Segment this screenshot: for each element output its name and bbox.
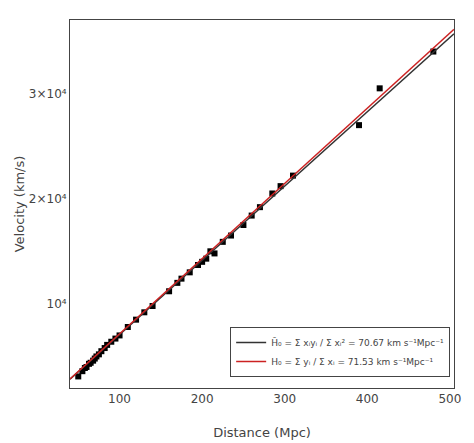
svg-text:3×10⁴: 3×10⁴ bbox=[29, 87, 67, 101]
svg-text:100: 100 bbox=[108, 392, 131, 406]
svg-text:400: 400 bbox=[356, 392, 379, 406]
svg-text:H̃₀ = Σ xᵢyᵢ / Σ xᵢ² = 70.67 k: H̃₀ = Σ xᵢyᵢ / Σ xᵢ² = 70.67 km s⁻¹Mpc⁻¹ bbox=[271, 337, 444, 348]
svg-text:300: 300 bbox=[273, 392, 296, 406]
svg-text:H₀ = Σ yᵢ / Σ xᵢ = 71.53 km s⁻: H₀ = Σ yᵢ / Σ xᵢ = 71.53 km s⁻¹Mpc⁻¹ bbox=[271, 357, 433, 367]
svg-text:500: 500 bbox=[438, 392, 461, 406]
svg-text:2×10⁴: 2×10⁴ bbox=[29, 192, 67, 206]
svg-text:10⁴: 10⁴ bbox=[47, 297, 67, 311]
svg-text:Distance (Mpc): Distance (Mpc) bbox=[213, 425, 311, 440]
svg-text:Velocity (km/s): Velocity (km/s) bbox=[12, 156, 27, 253]
svg-text:200: 200 bbox=[191, 392, 214, 406]
